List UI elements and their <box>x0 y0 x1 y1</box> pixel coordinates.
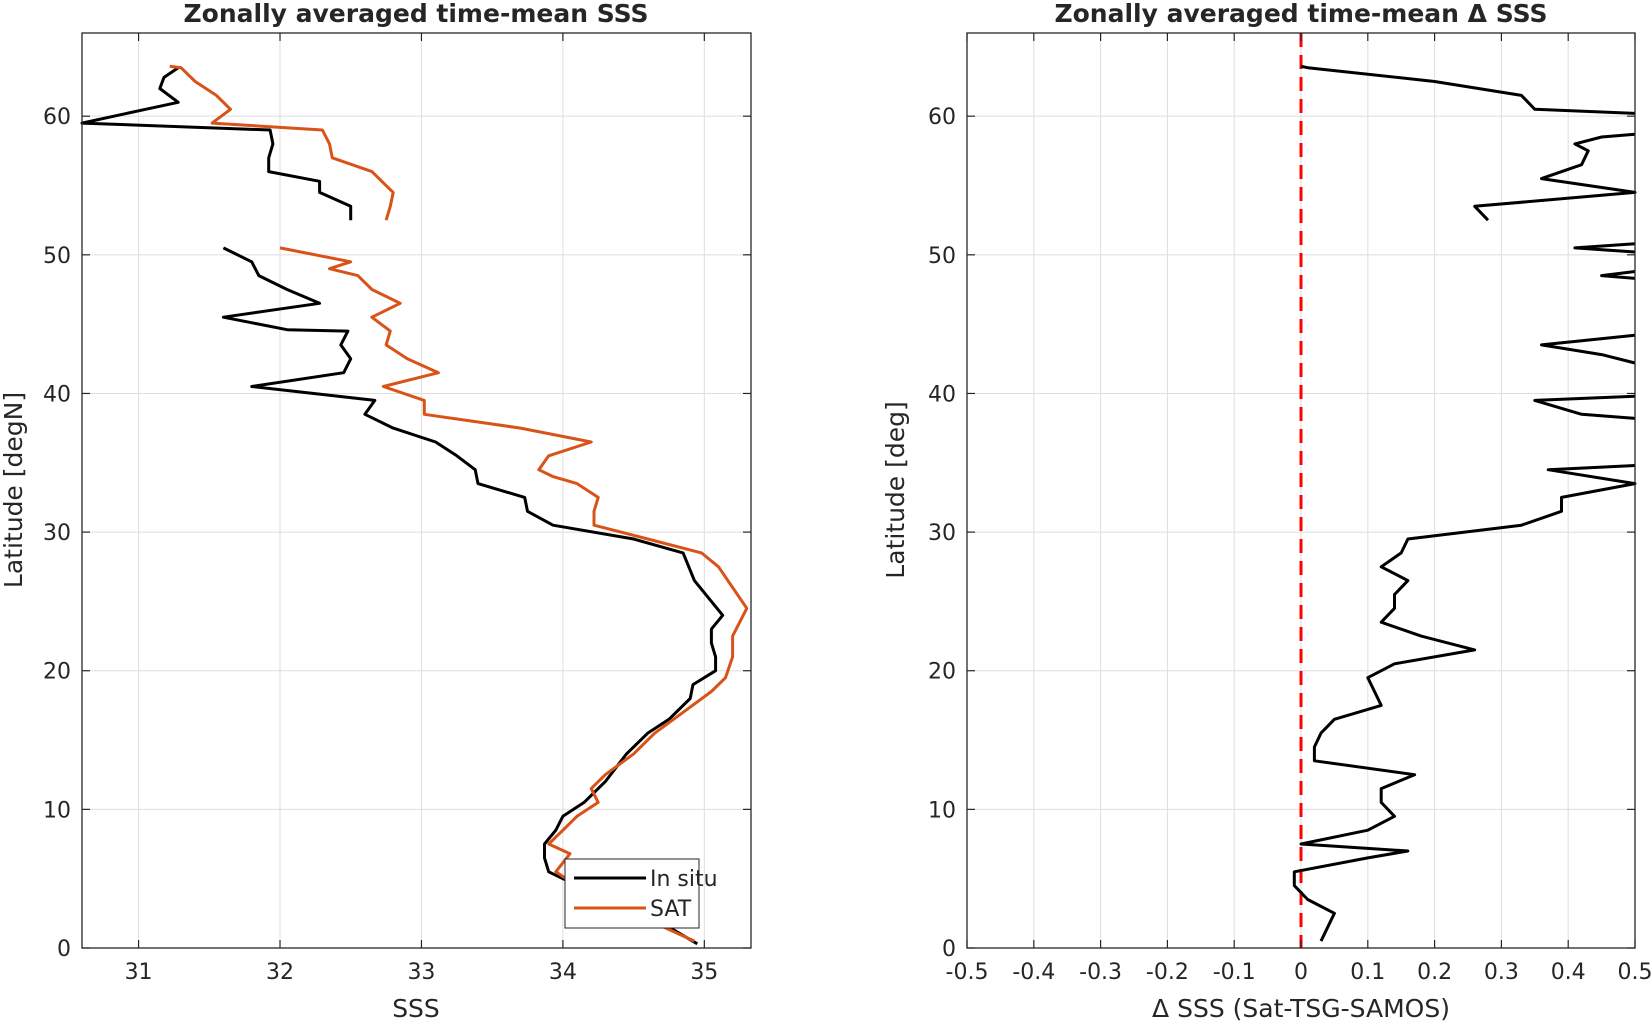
left-x-tick-label: 31 <box>125 960 153 985</box>
left-series-line-sat <box>279 246 749 943</box>
right-y-tick-label: 40 <box>928 382 956 407</box>
left-chart-title: Zonally averaged time-mean SSS <box>184 0 649 28</box>
left-y-tick-label: 0 <box>57 937 71 962</box>
right-plot-area <box>1292 33 1637 948</box>
right-y-axis-label: Latitude [deg] <box>881 401 910 578</box>
right-ticks: -0.5 -0.4 -0.3 -0.2 -0.1 0 0.1 0.2 0.3 0.4 0.5 0 10 2… <box>928 33 1651 985</box>
left-y-tick-label: 50 <box>43 244 71 269</box>
right-y-tick-label: 0 <box>942 937 956 962</box>
right-axes: -0.5 -0.4 -0.3 -0.2 -0.1 0 0.1 0.2 0.3 0.4 0.5 0 10 2… <box>881 0 1651 1023</box>
right-x-axis-label: Δ SSS (Sat-TSG-SAMOS) <box>1152 994 1450 1023</box>
left-y-tick-label: 30 <box>43 521 71 546</box>
legend: In situ SAT <box>564 858 718 929</box>
right-series-line-delta-sss <box>1540 333 1636 365</box>
right-y-tick-label: 50 <box>928 244 956 269</box>
right-series-line-delta-sss <box>1600 270 1636 280</box>
right-x-tick-label: 0 <box>1294 960 1308 985</box>
legend-label-in-situ: In situ <box>650 867 718 892</box>
right-series-line-delta-sss <box>1473 132 1637 222</box>
right-x-tick-label: -0.4 <box>1012 960 1055 985</box>
legend-label-sat: SAT <box>650 897 692 922</box>
right-series-line-delta-sss <box>1300 64 1636 115</box>
left-y-tick-label: 10 <box>43 798 71 823</box>
left-x-tick-label: 33 <box>407 960 435 985</box>
right-x-tick-label: 0.5 <box>1618 960 1651 985</box>
left-axes-background <box>82 33 751 948</box>
right-series-line-delta-sss <box>1573 242 1636 254</box>
right-x-tick-label: -0.5 <box>946 960 989 985</box>
right-chart-title: Zonally averaged time-mean Δ SSS <box>1055 0 1548 28</box>
left-y-tick-label: 40 <box>43 382 71 407</box>
left-series-line-in-situ <box>221 246 725 946</box>
legend-box <box>564 858 700 929</box>
right-x-tick-label: 0.3 <box>1484 960 1519 985</box>
right-y-tick-label: 20 <box>928 660 956 685</box>
right-x-tick-label: -0.1 <box>1213 960 1256 985</box>
left-y-tick-label: 60 <box>43 105 71 130</box>
left-y-tick-label: 20 <box>43 660 71 685</box>
right-x-tick-label: -0.3 <box>1079 960 1122 985</box>
left-y-axis-label: Latitude [degN] <box>0 392 28 588</box>
left-plot-area <box>80 64 749 946</box>
right-y-tick-label: 10 <box>928 798 956 823</box>
right-y-tick-label: 30 <box>928 521 956 546</box>
left-axes-box <box>81 32 752 949</box>
left-x-tick-label: 32 <box>266 960 294 985</box>
right-y-tick-label: 60 <box>928 105 956 130</box>
right-series-line-delta-sss <box>1292 464 1637 942</box>
left-grid <box>82 33 751 949</box>
right-x-tick-label: 0.1 <box>1350 960 1385 985</box>
left-axes: 31 32 33 34 35 0 10 20 30 40 50 60 Zonally averaged… <box>0 0 752 1023</box>
left-series-line-in-situ <box>80 66 353 221</box>
left-x-tick-label: 34 <box>549 960 577 985</box>
right-axes-box <box>966 32 1636 949</box>
right-x-tick-label: -0.2 <box>1146 960 1189 985</box>
right-x-tick-label: 0.2 <box>1417 960 1452 985</box>
left-ticks: 31 32 33 34 35 0 10 20 30 40 50 60 <box>43 33 751 985</box>
left-x-tick-label: 35 <box>690 960 718 985</box>
right-series-line-delta-sss <box>1533 394 1636 420</box>
left-x-axis-label: SSS <box>392 994 440 1023</box>
right-x-tick-label: 0.4 <box>1551 960 1586 985</box>
left-series-line-sat <box>169 64 395 221</box>
